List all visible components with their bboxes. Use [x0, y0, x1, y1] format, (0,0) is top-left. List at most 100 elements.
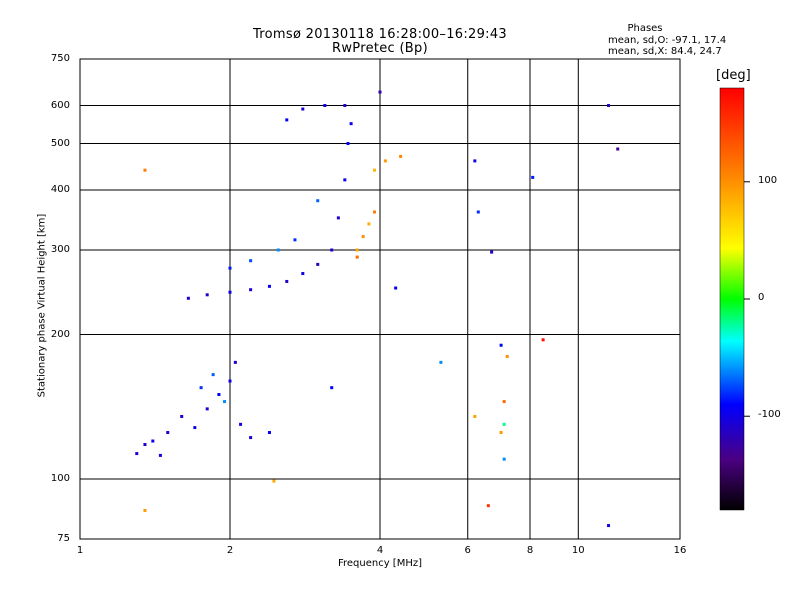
- data-point: [193, 426, 197, 430]
- data-point: [301, 272, 305, 276]
- data-point: [336, 216, 340, 220]
- data-points: [135, 90, 620, 528]
- data-point: [499, 343, 503, 347]
- colorbar-label: [deg]: [716, 68, 751, 83]
- gridlines: [80, 59, 680, 539]
- colorbar-tick-label: -100: [758, 409, 781, 421]
- y-tick-label: 300: [50, 244, 70, 255]
- chart-subtitle: RwPretec (Bp): [332, 41, 428, 56]
- data-point: [166, 431, 170, 435]
- data-point: [607, 524, 611, 528]
- colorbar-tick-label: 100: [758, 174, 778, 186]
- data-point: [267, 284, 271, 288]
- data-point: [399, 154, 403, 158]
- stats-x-mode: mean, sd,X: 84.4, 24.7: [608, 46, 722, 57]
- data-point: [205, 293, 209, 297]
- data-point: [330, 248, 334, 252]
- data-point: [135, 452, 139, 456]
- y-tick-label: 75: [57, 533, 70, 544]
- data-point: [223, 400, 227, 404]
- data-point: [285, 279, 289, 283]
- x-tick-label: 4: [376, 545, 384, 556]
- plot-frame: [79, 58, 681, 540]
- y-tick-label: 750: [50, 53, 70, 64]
- x-axis-label: Frequency [MHz]: [337, 558, 423, 569]
- data-point: [143, 443, 147, 447]
- data-point: [293, 238, 297, 242]
- data-point: [486, 504, 490, 508]
- stats-heading: Phases: [627, 23, 663, 34]
- data-point: [180, 414, 184, 418]
- data-point: [249, 288, 253, 292]
- x-tick-label: 10: [571, 545, 585, 556]
- data-point: [249, 259, 253, 263]
- data-point: [502, 457, 506, 461]
- data-point: [143, 508, 147, 512]
- x-tick-label: 2: [226, 545, 234, 556]
- data-point: [323, 104, 327, 108]
- data-point: [186, 296, 190, 300]
- data-point: [616, 147, 620, 151]
- data-point: [490, 250, 494, 254]
- x-tick-label: 6: [464, 545, 471, 556]
- y-tick-label: 500: [50, 137, 70, 149]
- data-point: [373, 210, 377, 214]
- chart-title: Tromsø 20130118 16:28:00–16:29:43: [252, 27, 508, 42]
- data-point: [607, 104, 611, 108]
- data-point: [205, 407, 209, 411]
- y-tick-label: 100: [50, 473, 70, 485]
- data-point: [143, 168, 147, 172]
- colorbar: [719, 87, 745, 511]
- data-point: [285, 118, 289, 122]
- data-point: [228, 379, 232, 383]
- data-point: [349, 122, 353, 126]
- y-tick-label: 400: [50, 184, 70, 196]
- data-point: [301, 107, 305, 111]
- data-point: [151, 439, 155, 443]
- data-point: [361, 235, 365, 239]
- data-point: [343, 178, 347, 182]
- stats-o-mode: mean, sd,O: -97.1, 17.4: [608, 35, 727, 46]
- data-point: [343, 104, 347, 108]
- data-point: [378, 90, 382, 94]
- data-point: [276, 248, 280, 252]
- data-point: [355, 255, 359, 259]
- data-point: [373, 168, 377, 172]
- data-point: [330, 386, 334, 390]
- data-point: [228, 290, 232, 294]
- data-point: [383, 159, 387, 163]
- x-tick-label: 16: [673, 545, 687, 556]
- data-point: [199, 386, 203, 390]
- data-point: [158, 453, 162, 457]
- y-tick-label: 600: [50, 99, 70, 111]
- colorbar-ticks: [744, 181, 750, 417]
- data-point: [346, 142, 350, 146]
- data-point: [316, 199, 320, 203]
- data-point: [499, 431, 503, 435]
- y-axis-label: Stationary phase Virtual Height [km]: [36, 213, 48, 398]
- data-point: [233, 360, 237, 364]
- data-point: [239, 422, 243, 426]
- data-point: [476, 210, 480, 214]
- colorbar-tick-label: 0: [758, 292, 765, 303]
- data-point: [439, 360, 443, 364]
- data-point: [502, 422, 506, 426]
- data-point: [355, 248, 359, 252]
- data-point: [228, 266, 232, 270]
- data-point: [367, 222, 371, 226]
- data-point: [272, 479, 276, 483]
- data-point: [502, 400, 506, 404]
- data-point: [473, 414, 477, 418]
- x-tick-label: 8: [526, 545, 534, 556]
- data-point: [267, 431, 271, 435]
- data-point: [249, 436, 253, 440]
- data-point: [473, 159, 477, 163]
- y-tick-label: 200: [50, 328, 70, 340]
- data-point: [541, 338, 545, 342]
- data-point: [217, 393, 221, 397]
- data-point: [531, 175, 535, 179]
- x-tick-label: 1: [76, 545, 84, 556]
- data-point: [316, 262, 320, 266]
- data-point: [211, 373, 215, 377]
